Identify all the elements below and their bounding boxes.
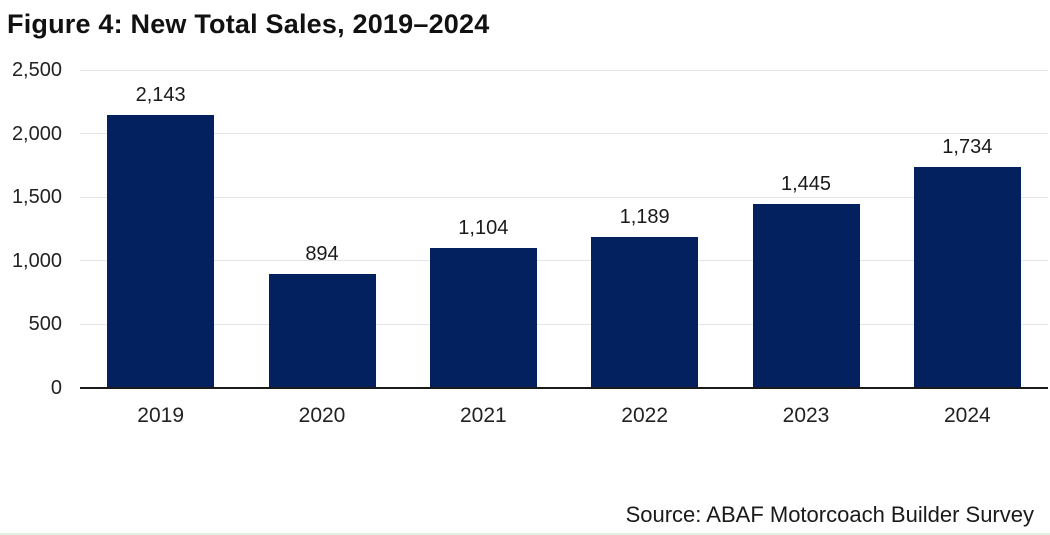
bar-2024 bbox=[913, 167, 1021, 388]
bar-value-label: 1,445 bbox=[780, 173, 832, 196]
y-axis-tick-label: 2,500 bbox=[11, 59, 62, 81]
gridline bbox=[80, 133, 1048, 135]
source-caption: Source: ABAF Motorcoach Builder Survey bbox=[625, 502, 1034, 527]
gridline bbox=[80, 69, 1048, 71]
y-axis-tick-label: 1,500 bbox=[11, 186, 62, 209]
bottom-edge-line bbox=[0, 533, 1050, 535]
x-axis-line bbox=[80, 387, 1048, 389]
chart-title: Figure 4: New Total Sales, 2019–2024 bbox=[7, 9, 490, 39]
y-axis-tick-label: 1,000 bbox=[11, 249, 62, 272]
bar-value-label: 894 bbox=[305, 243, 339, 266]
bar-value-label: 1,104 bbox=[458, 216, 509, 239]
bar-value-label: 1,734 bbox=[942, 136, 993, 159]
y-axis-tick-label: 500 bbox=[28, 313, 62, 336]
bar-value-label: 1,189 bbox=[619, 205, 670, 228]
x-axis-tick-label: 2021 bbox=[459, 404, 507, 427]
bar-2022 bbox=[591, 236, 699, 388]
bar-2021 bbox=[429, 247, 537, 388]
x-axis-tick-label: 2023 bbox=[782, 404, 830, 427]
y-axis-tick-label: 0 bbox=[50, 377, 62, 399]
bar-2020 bbox=[268, 274, 376, 388]
gridline bbox=[80, 196, 1048, 198]
x-axis-tick-label: 2024 bbox=[943, 404, 991, 427]
bar-value-label: 2,143 bbox=[135, 84, 186, 107]
gridline bbox=[80, 260, 1048, 262]
x-axis-tick-label: 2022 bbox=[621, 404, 669, 427]
bar-2019 bbox=[107, 115, 215, 388]
bar-2023 bbox=[752, 204, 860, 388]
y-axis-tick-label: 2,000 bbox=[11, 122, 62, 145]
gridline bbox=[80, 323, 1048, 325]
x-axis-tick-label: 2019 bbox=[137, 404, 185, 427]
x-axis-tick-label: 2020 bbox=[298, 404, 346, 427]
